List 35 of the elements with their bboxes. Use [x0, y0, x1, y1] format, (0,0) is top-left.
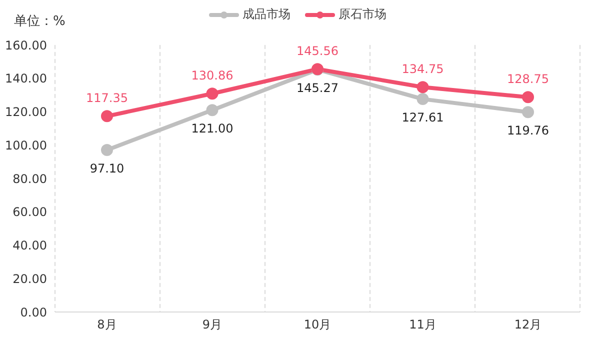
- x-tick-label: 12月: [514, 318, 542, 332]
- x-tick-label: 11月: [409, 318, 436, 332]
- text: 单位：%: [14, 13, 66, 30]
- data-label: 130.86: [191, 68, 234, 83]
- y-tick-label: 0.00: [20, 305, 47, 320]
- y-tick-label: 60.00: [12, 205, 47, 220]
- legend-label: 成品市场: [242, 6, 290, 23]
- data-label: 121.00: [191, 122, 234, 136]
- y-tick-label: 40.00: [12, 238, 47, 253]
- point: [416, 93, 429, 106]
- x-tick-label: 8月: [97, 318, 117, 332]
- point: [206, 88, 218, 100]
- y-tick-label: 160.00: [5, 38, 47, 52]
- y-tick-label: 100.00: [5, 138, 47, 152]
- data-label: 128.75: [507, 72, 549, 86]
- data-label: 145.56: [296, 44, 338, 58]
- y-tick-label: 120.00: [5, 105, 47, 120]
- point: [206, 104, 218, 116]
- data-label: 145.27: [296, 81, 338, 96]
- data-label: 97.10: [90, 161, 124, 176]
- data-label: 117.35: [86, 91, 128, 106]
- x-tick-label: 10月: [304, 318, 332, 332]
- point: [101, 110, 113, 122]
- x-tick-label: 9月: [202, 318, 222, 332]
- point: [416, 81, 429, 94]
- data-label: 127.61: [402, 110, 444, 125]
- y-tick-label: 140.00: [5, 72, 47, 86]
- y-tick-label: 80.00: [12, 172, 47, 186]
- y-tick-label: 20.00: [12, 272, 47, 286]
- data-label: 134.75: [402, 62, 444, 76]
- point: [522, 91, 534, 104]
- point: [522, 106, 534, 118]
- point: [101, 144, 113, 156]
- data-label: 119.76: [507, 124, 549, 138]
- legend-label: 原石市场: [338, 6, 386, 23]
